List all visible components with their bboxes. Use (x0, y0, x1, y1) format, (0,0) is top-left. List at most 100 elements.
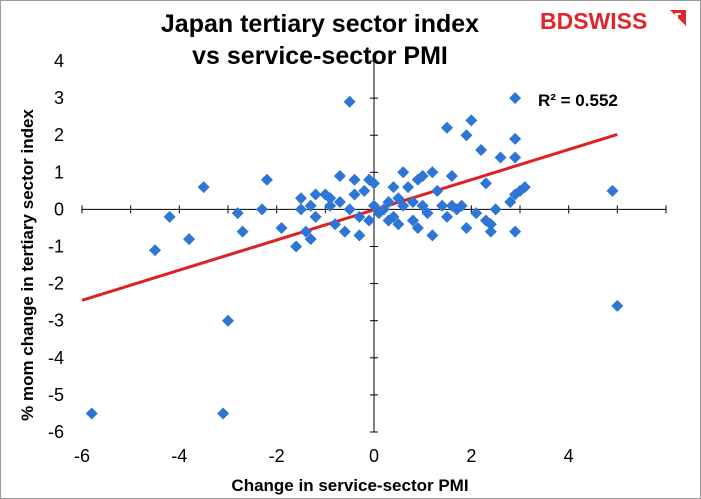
data-point-marker (290, 240, 303, 253)
x-tick-label: -4 (171, 446, 187, 466)
y-tick-label: -6 (48, 422, 64, 442)
data-point-marker (445, 170, 458, 183)
data-point-marker (309, 210, 322, 223)
data-point-marker (489, 203, 502, 216)
data-point-marker (236, 225, 249, 238)
x-axis-title: Change in service-sector PMI (231, 476, 468, 495)
data-point-marker (338, 225, 351, 238)
data-point-marker (353, 229, 366, 242)
data-point-marker (397, 199, 410, 212)
data-point-marker (348, 188, 361, 201)
data-point-marker (377, 203, 390, 216)
data-point-marker (392, 192, 405, 205)
data-point-marker (416, 199, 429, 212)
data-point-marker (163, 210, 176, 223)
data-point-marker (441, 210, 453, 223)
data-point-marker (504, 195, 517, 208)
x-tick-label: -6 (74, 446, 90, 466)
data-point-marker (256, 203, 269, 216)
data-point-marker (426, 229, 439, 242)
data-point-marker (197, 181, 210, 194)
data-point-marker (85, 407, 98, 420)
x-tick-label: 0 (369, 446, 379, 466)
y-tick-label: -2 (48, 274, 64, 294)
y-tick-label: 2 (54, 125, 64, 145)
data-point-marker (183, 233, 196, 246)
data-point-marker (441, 121, 453, 134)
y-tick-label: 3 (54, 88, 64, 108)
data-point-marker (299, 225, 312, 238)
brand-logo-mark-icon (670, 10, 686, 26)
y-tick-label: -3 (48, 311, 64, 331)
data-point-marker (348, 173, 361, 186)
data-point-marker (363, 214, 376, 227)
y-tick-label: -5 (48, 385, 64, 405)
data-point-marker (475, 144, 488, 157)
data-point-marker (358, 184, 371, 197)
y-axis-title: % mom change in tertiary sector index (18, 109, 37, 421)
r-squared-annotation: R² = 0.552 (538, 91, 618, 110)
trendline-group (81, 133, 618, 302)
data-point-marker (260, 173, 273, 186)
y-tick-label: 4 (54, 51, 64, 71)
data-point-marker (387, 181, 400, 194)
data-point-marker (606, 184, 619, 197)
data-point-marker (368, 177, 380, 190)
data-point-marker (343, 95, 356, 108)
data-point-marker (217, 407, 230, 420)
data-point-marker (470, 207, 483, 220)
brand-logo: BDSWISS (540, 8, 648, 34)
data-point-marker (460, 129, 473, 142)
data-point-marker (484, 225, 497, 238)
data-point-marker (509, 225, 522, 238)
data-point-marker (509, 151, 522, 164)
data-point-marker (494, 151, 507, 164)
data-point-marker (484, 218, 497, 231)
data-point-marker (368, 199, 380, 212)
data-point-marker (222, 314, 234, 327)
data-point-marker (455, 199, 468, 212)
y-tick-label: -1 (48, 237, 64, 257)
data-point-marker (324, 199, 337, 212)
data-point-marker (304, 233, 317, 246)
data-point-marker (324, 192, 337, 205)
axes (81, 60, 667, 433)
data-point-marker (426, 166, 439, 179)
data-point-marker (149, 244, 161, 257)
data-point-marker (406, 195, 419, 208)
data-point-marker (387, 210, 400, 223)
data-point-marker (436, 199, 449, 212)
data-point-marker (231, 207, 244, 220)
data-point-marker (309, 188, 322, 201)
data-point-marker (397, 166, 410, 179)
x-tick-label: -2 (269, 446, 285, 466)
data-point-marker (333, 195, 346, 208)
data-point-marker (460, 221, 473, 234)
chart-title-line-2: vs service-sector PMI (192, 42, 448, 70)
data-point-marker (421, 207, 434, 220)
data-point-marker (406, 214, 419, 227)
data-point-marker (431, 184, 444, 197)
trendline (81, 133, 618, 302)
data-point-marker (509, 132, 522, 145)
data-point-marker (304, 199, 317, 212)
x-tick-label: 2 (466, 446, 476, 466)
data-point-marker (333, 170, 346, 183)
data-point-marker (382, 195, 395, 208)
y-tick-label: 0 (54, 199, 64, 219)
data-point-marker (479, 177, 492, 190)
data-point-marker (329, 218, 342, 231)
data-point-marker (392, 218, 405, 231)
y-tick-label: 1 (54, 162, 64, 182)
data-points (85, 92, 624, 420)
data-point-marker (518, 181, 531, 194)
data-point-marker (465, 114, 478, 127)
tick-labels: 4 3 2 1 0 -1 -2 -3 -4 -5 -6 -6 -4 -2 0 2 4 (48, 51, 574, 466)
data-point-marker (343, 203, 356, 216)
data-point-marker (411, 221, 424, 234)
x-tick-label: 4 (564, 446, 574, 466)
chart-title-line-1: Japan tertiary sector index (160, 10, 480, 38)
y-tick-label: -4 (48, 348, 64, 368)
data-point-marker (509, 92, 522, 105)
